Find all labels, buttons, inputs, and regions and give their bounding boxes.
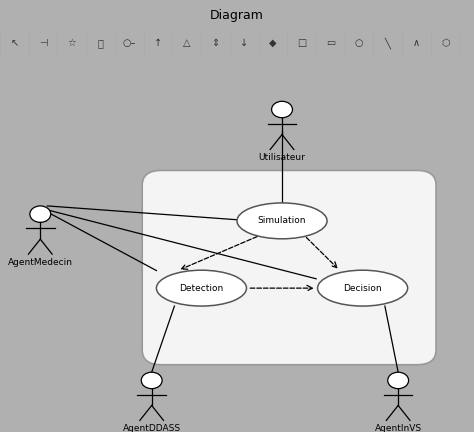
Text: □: □ xyxy=(297,38,306,48)
Text: ↓: ↓ xyxy=(240,38,248,48)
Text: Utilisateur: Utilisateur xyxy=(259,153,305,162)
Text: AgentMedecin: AgentMedecin xyxy=(8,258,73,267)
Ellipse shape xyxy=(237,203,327,239)
Circle shape xyxy=(388,372,409,389)
Text: ∧: ∧ xyxy=(413,38,420,48)
Text: Simulation: Simulation xyxy=(258,216,306,226)
Text: ↑: ↑ xyxy=(154,38,162,48)
Text: △: △ xyxy=(183,38,191,48)
Circle shape xyxy=(141,372,162,389)
Text: ☆: ☆ xyxy=(67,38,76,48)
Text: ▭: ▭ xyxy=(326,38,335,48)
Text: Detection: Detection xyxy=(179,284,224,292)
Text: Diagram: Diagram xyxy=(210,9,264,22)
Text: ◆: ◆ xyxy=(269,38,277,48)
Circle shape xyxy=(30,206,51,222)
Ellipse shape xyxy=(318,270,408,306)
Text: ↖: ↖ xyxy=(10,38,18,48)
Text: Decision: Decision xyxy=(343,284,382,292)
Text: ○–: ○– xyxy=(123,38,136,48)
Circle shape xyxy=(272,101,292,118)
Text: ⊣: ⊣ xyxy=(39,38,47,48)
Text: AgentDDASS: AgentDDASS xyxy=(123,424,181,432)
Text: ╲: ╲ xyxy=(385,37,391,49)
Text: ⇕: ⇕ xyxy=(211,38,219,48)
Text: AgentInVS: AgentInVS xyxy=(374,424,422,432)
Text: ⬭: ⬭ xyxy=(98,38,103,48)
Text: ○: ○ xyxy=(355,38,364,48)
Ellipse shape xyxy=(156,270,246,306)
FancyBboxPatch shape xyxy=(142,171,436,365)
Text: ⬡: ⬡ xyxy=(441,38,449,48)
